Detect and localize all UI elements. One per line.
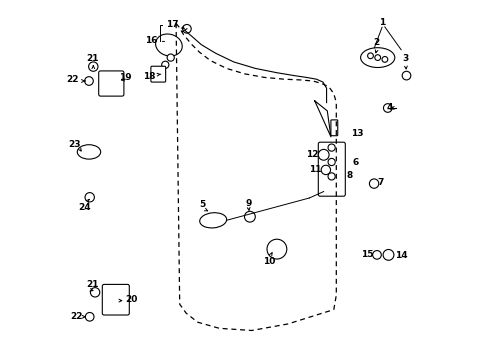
Text: 6: 6 <box>352 158 358 167</box>
Ellipse shape <box>77 145 101 159</box>
Ellipse shape <box>266 239 286 259</box>
Text: 22: 22 <box>66 76 79 85</box>
Circle shape <box>85 312 94 321</box>
Text: 21: 21 <box>86 280 99 289</box>
FancyBboxPatch shape <box>318 142 345 196</box>
FancyBboxPatch shape <box>330 120 337 136</box>
Text: 9: 9 <box>245 199 251 208</box>
Text: 10: 10 <box>263 257 275 266</box>
Circle shape <box>367 53 373 59</box>
Text: 1: 1 <box>378 18 385 27</box>
Ellipse shape <box>155 34 182 56</box>
Ellipse shape <box>199 213 226 228</box>
Circle shape <box>383 104 391 112</box>
Text: 23: 23 <box>68 140 81 149</box>
Ellipse shape <box>360 48 394 68</box>
Text: 2: 2 <box>372 38 379 47</box>
Circle shape <box>381 57 387 62</box>
Circle shape <box>327 173 335 180</box>
Circle shape <box>167 54 174 61</box>
Circle shape <box>327 144 335 151</box>
Text: 13: 13 <box>350 130 363 139</box>
Circle shape <box>321 165 330 175</box>
Text: 14: 14 <box>394 251 407 260</box>
Text: 3: 3 <box>402 54 408 63</box>
FancyBboxPatch shape <box>151 66 165 82</box>
FancyBboxPatch shape <box>99 71 123 96</box>
Circle shape <box>372 251 381 259</box>
Text: 7: 7 <box>376 179 383 188</box>
Text: 18: 18 <box>143 72 155 81</box>
Circle shape <box>85 193 94 202</box>
Circle shape <box>327 158 335 166</box>
Circle shape <box>158 68 165 76</box>
Text: 8: 8 <box>346 171 351 180</box>
FancyBboxPatch shape <box>102 284 129 315</box>
Circle shape <box>162 61 168 68</box>
Text: 21: 21 <box>86 54 99 63</box>
Text: 17: 17 <box>166 20 179 29</box>
Circle shape <box>401 71 410 80</box>
Circle shape <box>182 24 191 33</box>
Circle shape <box>88 62 98 71</box>
Circle shape <box>374 55 380 60</box>
Circle shape <box>368 179 378 188</box>
Circle shape <box>84 77 93 85</box>
Text: 19: 19 <box>119 73 132 82</box>
Circle shape <box>382 249 393 260</box>
Circle shape <box>244 211 255 222</box>
Text: 5: 5 <box>199 200 205 209</box>
Circle shape <box>318 149 328 160</box>
Text: 24: 24 <box>78 203 90 212</box>
Text: 15: 15 <box>360 251 373 259</box>
Text: 20: 20 <box>125 295 137 304</box>
Circle shape <box>90 288 100 297</box>
Text: 12: 12 <box>305 150 318 159</box>
Text: 4: 4 <box>386 103 393 112</box>
Text: 16: 16 <box>144 36 157 45</box>
Text: 11: 11 <box>308 166 321 175</box>
Text: 22: 22 <box>70 312 82 321</box>
